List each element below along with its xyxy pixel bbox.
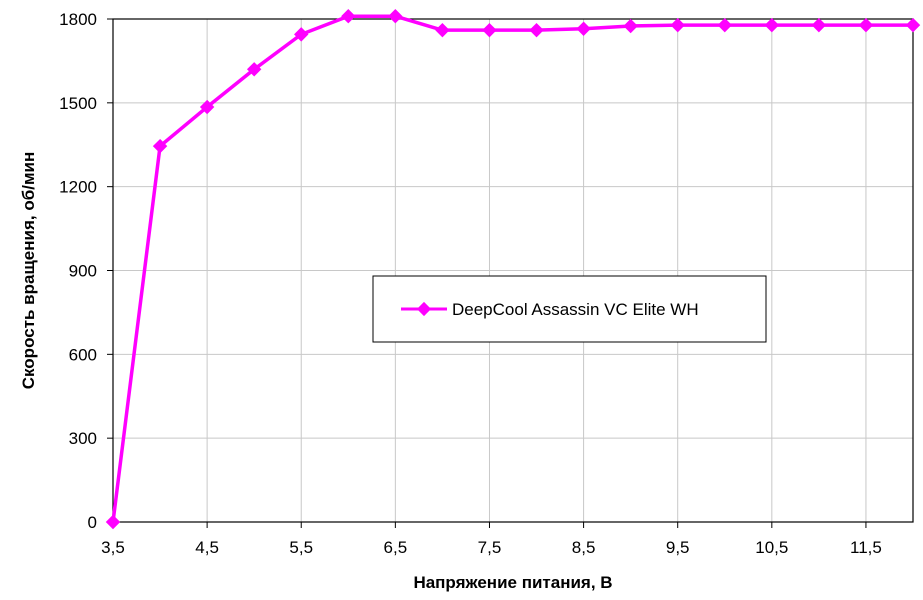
data-point-marker (717, 17, 732, 33)
x-tick-label: 7,5 (478, 538, 502, 557)
data-point-marker (623, 18, 638, 34)
y-tick-label: 900 (69, 262, 97, 281)
x-tick-label: 4,5 (195, 538, 219, 557)
data-point-marker (576, 21, 591, 36)
x-tick-label: 8,5 (572, 538, 596, 557)
data-point-marker (858, 17, 874, 33)
data-point-marker (764, 17, 780, 33)
series-line (111, 14, 913, 523)
series-layer (105, 8, 921, 530)
axis-ticks: 3,5 4,5 5,5 6,5 7,5 8,5 9,5 10,5 11,5 0 300 600 900 1… (59, 10, 882, 557)
x-tick-label: 3,5 (101, 538, 125, 557)
legend-diamond-marker (416, 301, 432, 317)
data-point-marker (811, 17, 827, 33)
data-point-marker (246, 62, 262, 77)
y-axis-title: Скорость вращения, об/мин (19, 152, 38, 390)
y-tick-label: 1200 (59, 178, 97, 197)
data-point-marker (152, 138, 168, 154)
data-point-marker (341, 8, 356, 24)
data-point-marker (435, 22, 450, 38)
data-point-marker (294, 27, 309, 42)
data-point-marker (529, 22, 544, 38)
x-tick-label: 5,5 (289, 538, 313, 557)
y-tick-label: 1500 (59, 94, 97, 113)
legend: DeepCool Assassin VC Elite WH (372, 275, 767, 343)
y-tick-label: 1800 (59, 10, 97, 29)
data-point-marker (105, 514, 121, 530)
x-tick-label: 6,5 (384, 538, 408, 557)
y-tick-label: 0 (88, 513, 97, 532)
legend-label: DeepCool Assassin VC Elite WH (452, 300, 699, 319)
data-point-marker (199, 99, 215, 115)
data-point-marker (905, 17, 921, 33)
data-point-marker (482, 22, 497, 38)
y-tick-label: 300 (69, 429, 97, 448)
x-tick-label: 9,5 (666, 538, 690, 557)
y-tick-label: 600 (69, 345, 97, 364)
x-tick-label: 11,5 (850, 538, 882, 557)
data-point-marker (388, 8, 403, 24)
x-axis-title: Напряжение питания, В (413, 573, 612, 592)
data-point-marker (670, 17, 685, 33)
x-tick-label: 10,5 (755, 538, 788, 557)
